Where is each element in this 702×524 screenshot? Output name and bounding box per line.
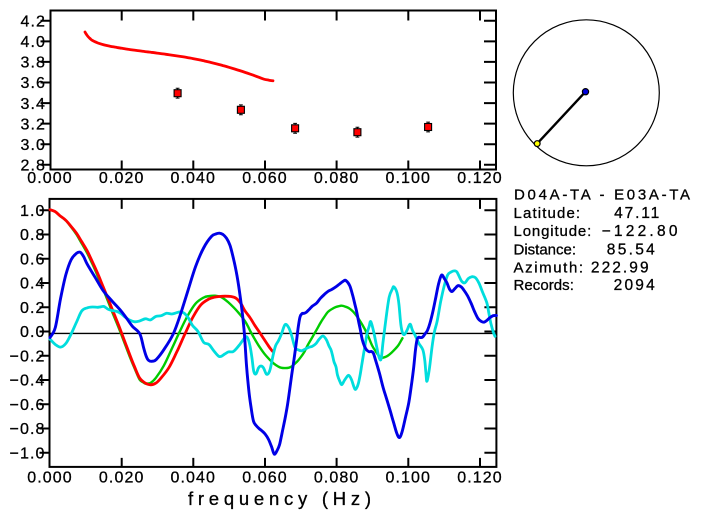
svg-text:0.120: 0.120 — [457, 470, 503, 487]
svg-text:0.020: 0.020 — [99, 470, 145, 487]
svg-text:D04A-TA - E03A-TA: D04A-TA - E03A-TA — [514, 186, 693, 203]
svg-text:Records:: Records: — [514, 277, 574, 294]
svg-text:−0.4: −0.4 — [10, 373, 46, 390]
svg-text:0.4: 0.4 — [20, 276, 46, 293]
svg-text:frequency (Hz): frequency (Hz) — [188, 488, 376, 509]
svg-text:3.8: 3.8 — [20, 55, 46, 72]
svg-text:2.8: 2.8 — [20, 158, 46, 175]
svg-text:0.100: 0.100 — [386, 170, 432, 187]
svg-text:0.8: 0.8 — [20, 227, 46, 244]
svg-text:0.080: 0.080 — [314, 470, 360, 487]
svg-text:0.100: 0.100 — [386, 470, 432, 487]
svg-text:0.060: 0.060 — [242, 170, 288, 187]
svg-text:0.6: 0.6 — [20, 252, 46, 269]
svg-text:Latitude:: Latitude: — [514, 205, 582, 222]
svg-text:Longitude:: Longitude: — [514, 223, 593, 240]
svg-text:0.2: 0.2 — [20, 300, 46, 317]
svg-text:Azimuth:: Azimuth: — [514, 260, 585, 277]
svg-text:4.0: 4.0 — [20, 34, 46, 51]
svg-text:222.99: 222.99 — [591, 260, 651, 277]
svg-text:0.0: 0.0 — [20, 324, 46, 341]
svg-text:0.000: 0.000 — [27, 170, 73, 187]
svg-text:0.000: 0.000 — [27, 470, 73, 487]
svg-text:3.4: 3.4 — [20, 96, 46, 113]
svg-text:0.040: 0.040 — [171, 170, 217, 187]
svg-text:0.040: 0.040 — [171, 470, 217, 487]
svg-text:4.2: 4.2 — [20, 14, 46, 31]
svg-text:3.2: 3.2 — [20, 116, 46, 133]
svg-text:2094: 2094 — [614, 277, 657, 294]
svg-text:3.6: 3.6 — [20, 75, 46, 92]
svg-text:Distance:: Distance: — [514, 241, 577, 258]
svg-text:−0.2: −0.2 — [10, 348, 46, 365]
svg-text:47.11: 47.11 — [614, 205, 661, 222]
svg-text:85.54: 85.54 — [607, 241, 657, 258]
svg-text:−122.80: −122.80 — [602, 223, 681, 240]
svg-text:0.060: 0.060 — [242, 470, 288, 487]
svg-text:1.0: 1.0 — [20, 203, 46, 220]
svg-text:−0.8: −0.8 — [10, 421, 46, 438]
svg-text:3.0: 3.0 — [20, 137, 46, 154]
svg-text:0.120: 0.120 — [457, 170, 503, 187]
svg-text:0.080: 0.080 — [314, 170, 360, 187]
svg-text:−1.0: −1.0 — [10, 445, 46, 462]
svg-text:0.020: 0.020 — [99, 170, 145, 187]
svg-text:−0.6: −0.6 — [10, 397, 46, 414]
